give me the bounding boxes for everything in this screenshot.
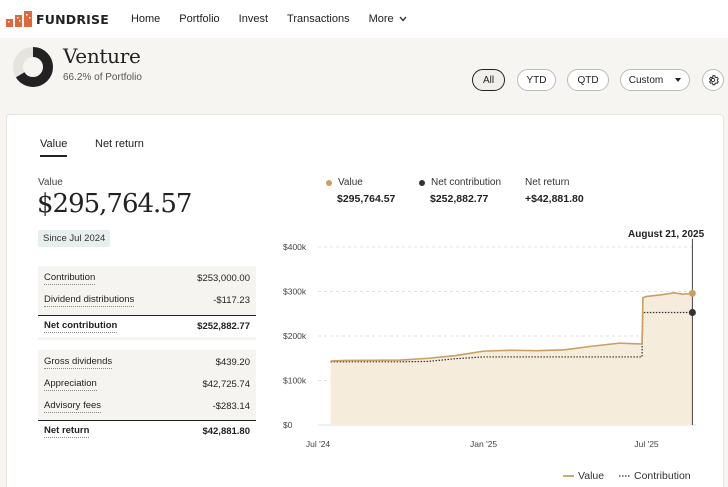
row-label[interactable]: Gross dividends [44,355,113,369]
contribution-dot-icon [419,179,425,186]
value-dot-icon [326,179,332,186]
row-label[interactable]: Advisory fees [44,399,102,413]
contribution-line [330,311,693,363]
row-label[interactable]: Net contribution [44,320,118,333]
top-nav: FUNDRISE Home Portfolio Invest Transacti… [0,0,728,38]
hover-date: August 21, 2025 [628,229,705,240]
value-area [330,292,693,425]
since-badge: Since Jul 2024 [38,230,111,247]
y-tick-label: $0 [283,420,293,430]
table-row: Dividend distributions -$117.23 [38,289,256,311]
row-label[interactable]: Appreciation [44,377,97,391]
row-label[interactable]: Dividend distributions [44,293,135,307]
value-endpoint-dot [688,289,696,297]
legend-net-return-amount: +$42,881.80 [525,193,584,205]
value-line [330,292,693,362]
row-value: $439.20 [215,356,250,368]
legend-bottom-value: Value [563,470,604,482]
fund-header: Venture 66.2% of Portfolio All YTD QTD C… [0,38,728,114]
range-qtd-button[interactable]: QTD [567,69,609,91]
row-value: -$283.14 [212,400,250,412]
table-total-row: Net return $42,881.80 [38,420,256,442]
table-row: Contribution $253,000.00 [38,267,256,289]
nav-link-transactions[interactable]: Transactions [287,13,350,25]
legend-value-amount: $295,764.57 [337,193,396,205]
table-row: Appreciation $42,725.74 [38,373,256,395]
row-value: $253,000.00 [197,272,250,284]
legend-contribution-amount: $252,882.77 [430,193,489,205]
legend-contribution-label: Net contribution [431,177,502,188]
caret-down-icon [675,78,682,82]
legend-bottom-contribution-label: Contribution [634,470,691,482]
x-tick-label: Jan '25 [470,439,497,449]
tab-net-return[interactable]: Net return [95,138,144,150]
nav-more-menu[interactable]: More [369,13,407,25]
total-value: $295,764.57 [37,189,192,219]
chevron-down-icon [399,16,407,22]
legend-value: Value [326,177,363,188]
value-label: Value [38,177,63,188]
nav-link-invest[interactable]: Invest [238,13,269,25]
settings-button[interactable] [702,69,724,91]
brand-name: FUNDRISE [36,11,109,27]
y-tick-label: $200k [283,331,307,341]
legend-bottom-value-label: Value [578,470,605,482]
contribution-endpoint-dot [688,308,696,316]
y-tick-label: $100k [283,376,307,386]
nav-link-home[interactable]: Home [130,13,161,25]
row-value: $42,881.80 [202,426,250,437]
page-title: Venture [63,44,141,68]
table-row: Advisory fees -$283.14 [38,395,256,417]
table-total-row: Net contribution $252,882.77 [38,315,256,337]
legend-net-return-label: Net return [525,177,570,188]
x-tick-label: Jul '24 [306,439,331,449]
brand-logo[interactable]: FUNDRISE [6,11,109,27]
nav-link-portfolio[interactable]: Portfolio [179,13,220,25]
y-tick-label: $400k [283,242,307,252]
row-value: $42,725.74 [202,378,250,390]
row-value: $252,882.77 [197,321,250,332]
x-tick-label: Jul '25 [634,439,659,449]
row-value: -$117.23 [213,294,250,306]
tab-value[interactable]: Value [40,138,68,157]
dotted-line-icon [619,475,630,477]
return-table: Gross dividends $439.20 Appreciation $42… [38,350,256,442]
row-label[interactable]: Contribution [44,271,96,285]
legend-value-label: Value [338,177,363,188]
fundrise-logo-icon [6,11,32,27]
portfolio-share-donut [13,47,53,87]
range-ytd-button[interactable]: YTD [517,69,556,91]
row-label[interactable]: Net return [44,425,90,438]
contribution-table: Contribution $253,000.00 Dividend distri… [38,266,256,340]
gear-icon [708,75,719,86]
range-custom-dropdown[interactable]: Custom [620,69,690,91]
legend-bottom-contribution: Contribution [619,470,691,482]
portfolio-share-text: 66.2% of Portfolio [63,72,142,83]
table-row: Gross dividends $439.20 [38,351,256,373]
solid-line-icon [563,475,574,477]
y-tick-label: $300k [283,287,307,297]
range-custom-label: Custom [628,74,664,86]
range-all-button[interactable]: All [472,69,505,91]
legend-contribution: Net contribution [419,177,501,188]
nav-more-label: More [368,13,394,25]
value-chart[interactable]: $0 $100k $200k $300k $400k Jul '24 Jan '25 Jul … [278,225,708,455]
